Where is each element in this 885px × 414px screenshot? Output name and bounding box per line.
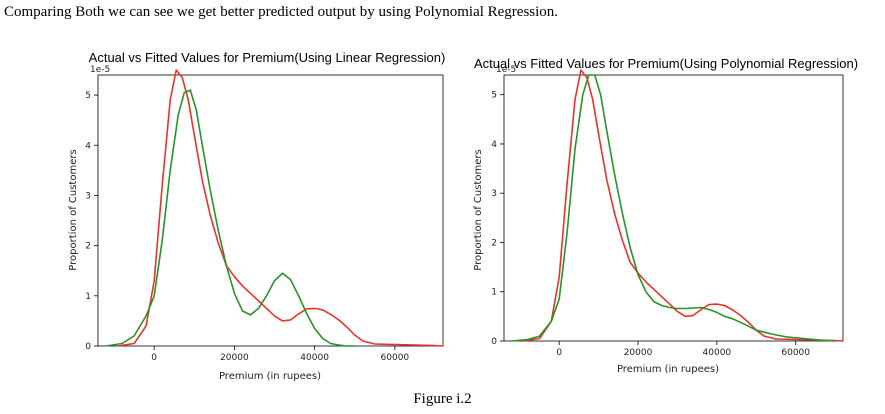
y-scale-label: 1e-5 [90, 65, 110, 75]
chart-polynomial-regression: Actual vs Fitted Values for Premium(Usin… [473, 56, 858, 375]
y-tick-label: 2 [491, 238, 497, 248]
intro-text: Comparing Both we can see we get better … [4, 4, 559, 20]
x-tick-label: 60000 [781, 348, 810, 358]
plot-area: 0 20000 40000 60000 0 1 2 3 4 5 [85, 69, 444, 363]
x-tick-label: 20000 [624, 348, 653, 358]
series-line-actual [117, 69, 444, 347]
y-tick-label: 5 [491, 91, 497, 101]
x-tick-label: 40000 [703, 348, 732, 358]
y-tick-label: 3 [491, 189, 497, 199]
y-tick-label: 4 [85, 141, 91, 151]
plot-frame [97, 74, 444, 347]
plot-area: 0 20000 40000 60000 0 1 2 3 4 5 [491, 69, 844, 358]
series-line-fitted [105, 89, 355, 347]
y-tick-label: 1 [85, 292, 91, 302]
x-tick-label: 0 [556, 348, 562, 358]
y-tick-label: 3 [85, 191, 91, 201]
x-axis-label: Premium (in rupees) [219, 371, 321, 382]
chart-title: Actual vs Fitted Values for Premium(Usin… [89, 50, 446, 65]
plot-frame [503, 74, 844, 342]
y-tick-label: 0 [491, 337, 497, 347]
figure-caption: Figure i.2 [413, 391, 472, 407]
y-tick-label: 4 [491, 140, 497, 150]
y-tick-label: 1 [491, 288, 497, 298]
y-axis-label: Proportion of Customers [473, 149, 484, 270]
y-tick-label: 5 [85, 91, 91, 101]
x-tick-label: 20000 [220, 353, 249, 363]
chart-title: Actual vs Fitted Values for Premium(Usin… [474, 56, 858, 71]
x-axis-label: Premium (in rupees) [617, 364, 719, 375]
x-tick-label: 0 [151, 353, 157, 363]
y-scale-label: 1e-5 [496, 65, 516, 75]
x-tick-label: 40000 [300, 353, 329, 363]
series-line-actual [523, 69, 844, 342]
chart-linear-regression: Actual vs Fitted Values for Premium(Usin… [68, 50, 445, 382]
y-tick-label: 0 [85, 342, 91, 352]
y-tick-label: 2 [85, 242, 91, 252]
series-line-fitted [511, 74, 836, 342]
y-axis-label: Proportion of Customers [68, 149, 79, 270]
x-tick-label: 60000 [381, 353, 410, 363]
